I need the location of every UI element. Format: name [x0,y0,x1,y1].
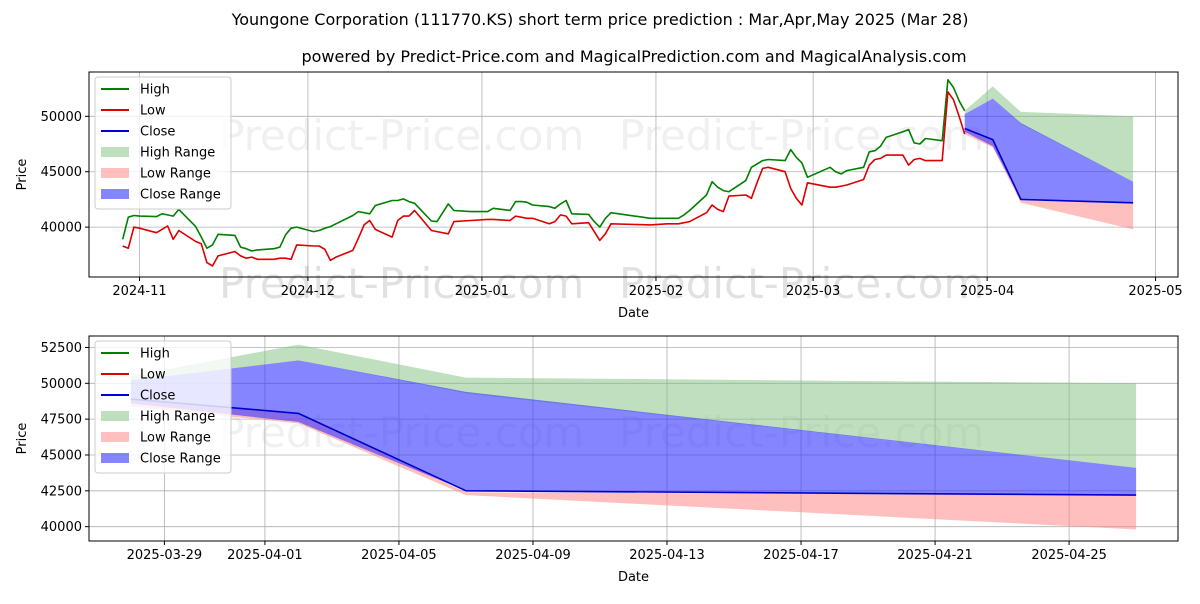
watermark-group: Predict-Price.com Predict-Price.com Predic… [219,111,984,308]
close-range-area [964,98,1134,203]
y-tick-label: 42500 [41,484,82,499]
watermark-text: Predict-Price.com [219,259,584,308]
x-tick-label: 2025-04-17 [763,548,839,563]
y-tick-label: 52500 [41,341,82,356]
x-tick-label: 2024-12 [281,284,335,299]
top-panel: Predict-Price.com Predict-Price.com Predic… [15,71,1183,321]
x-tick-label: 2025-04-21 [897,548,973,563]
x-tick-label: 2025-04-09 [495,548,571,563]
legend-label: High [140,347,170,362]
legend-swatch [101,432,129,442]
x-tick-label: 2025-04 [960,284,1014,299]
legend-label: Low [140,368,166,383]
close-series-line [964,127,1134,204]
x-tick-label: 2025-05 [1128,284,1182,299]
y-tick-label: 45000 [41,165,82,180]
watermark-text: Predict-Price.com [619,259,984,308]
y-tick-label: 50000 [41,377,82,392]
legend: High Low Close High Range Low Range Close Ran… [94,76,232,210]
watermark-text: Predict-Price.com [619,259,984,308]
y-tick-label: 45000 [41,448,82,463]
legend-swatch [101,453,129,463]
x-axis-label: Date [618,570,649,585]
legend-swatch [101,147,129,157]
high-series-line [121,79,966,252]
legend-label: Close [140,389,175,404]
y-tick-label: 47500 [41,413,82,428]
legend-label: Low Range [140,167,211,182]
axes-frame [88,335,1179,542]
x-tick-label: 2025-03 [786,284,840,299]
y-tick-label: 40000 [41,520,82,535]
plot-area [130,344,1137,530]
legend-label: Low [140,104,166,119]
legend-swatch [101,189,129,199]
legend-label: High Range [140,146,215,161]
x-tick-label: 2025-04-25 [1031,548,1107,563]
legend: High Low Close High Range Low Range Close Ran… [94,340,232,474]
chart-title: Youngone Corporation (111770.KS) short t… [231,10,969,29]
y-tick-label: 40000 [41,221,82,236]
x-tick-label: 2025-04-01 [227,548,303,563]
x-tick-label: 2024-11 [112,284,166,299]
plot-area [121,79,1134,267]
x-tick-label: 2025-04-05 [361,548,437,563]
legend-label: Close [140,125,175,140]
watermark-text: Predict-Price.com [219,259,584,308]
x-tick-label: 2025-04-13 [629,548,705,563]
x-tick-label: 2025-02 [629,284,683,299]
high-range-area [964,86,1134,182]
watermark-text: Predict-Price.com [219,111,584,160]
close-range-area [130,360,1137,496]
low-series-line [122,91,966,267]
high-range-area [130,344,1137,468]
x-tick-label: 2025-03-29 [127,548,203,563]
x-axis-label: Date [618,306,649,321]
chart-subtitle: powered by Predict-Price.com and Magical… [301,47,966,66]
low-range-area [130,399,1137,530]
low-range-area [964,128,1134,230]
legend-label: Close Range [140,452,221,467]
bottom-panel: Predict-Price.comPredict-Price.comPredic… [15,259,1179,585]
y-axis-label: Price [15,423,30,455]
legend-swatch [101,411,129,421]
watermark-text: Predict-Price.com [619,111,984,160]
x-tick-label: 2025-01 [455,284,509,299]
axes-frame [88,71,1179,278]
legend-label: Low Range [140,431,211,446]
y-axis-label: Price [15,159,30,191]
legend-label: Close Range [140,188,221,203]
legend-swatch [101,168,129,178]
legend-label: High Range [140,410,215,425]
y-tick-label: 50000 [41,110,82,125]
legend-label: High [140,83,170,98]
